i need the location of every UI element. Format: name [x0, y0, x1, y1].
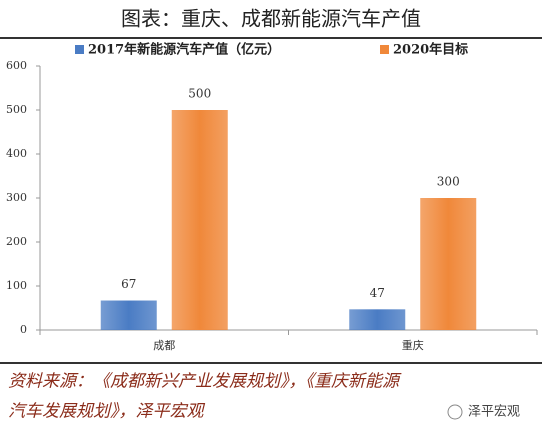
- legend-label: 2020年目标: [393, 42, 468, 58]
- bar: [420, 198, 477, 330]
- chart-title: 图表：重庆、成都新能源汽车产值: [121, 7, 421, 31]
- y-tick-label: 500: [6, 103, 27, 116]
- x-tick-label: 成都: [153, 339, 175, 352]
- y-tick-label: 0: [20, 323, 27, 336]
- bar: [100, 300, 157, 330]
- y-tick-label: 300: [6, 191, 27, 204]
- bar: [349, 309, 406, 330]
- footer-line: 汽车发展规划》，泽平宏观: [8, 402, 205, 422]
- data-label: 47: [370, 286, 385, 300]
- y-tick-label: 600: [6, 59, 27, 72]
- legend-swatch: [380, 45, 389, 54]
- y-tick-label: 200: [6, 235, 27, 248]
- y-tick-label: 100: [6, 279, 27, 292]
- bar: [171, 110, 228, 330]
- legend-swatch: [75, 45, 84, 54]
- data-label: 67: [121, 277, 136, 291]
- legend-label: 2017年新能源汽车产值（亿元）: [88, 42, 280, 58]
- footer-line: 资料来源：《成都新兴产业发展规划》，《重庆新能源: [8, 372, 402, 392]
- watermark: 泽平宏观: [468, 405, 520, 420]
- x-tick-label: 重庆: [402, 338, 424, 352]
- watermark-icon: [447, 404, 463, 420]
- data-label: 500: [188, 87, 211, 101]
- data-label: 300: [437, 175, 460, 189]
- y-tick-label: 400: [6, 147, 27, 160]
